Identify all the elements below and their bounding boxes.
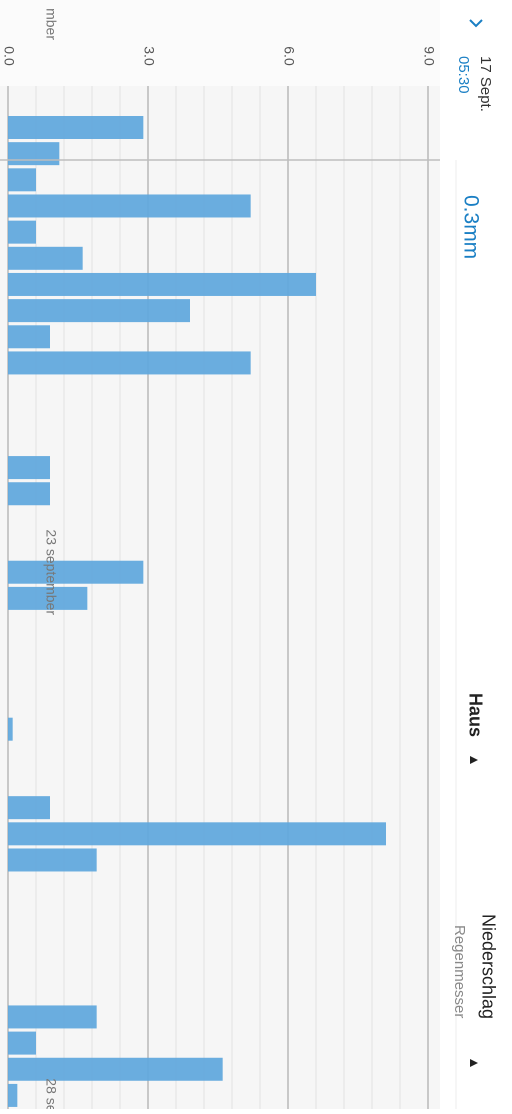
bar <box>8 482 50 506</box>
x-tick-label: 23 september <box>43 529 59 615</box>
bar <box>8 560 144 584</box>
bar <box>8 796 50 820</box>
header <box>440 0 512 1109</box>
bar <box>8 220 36 244</box>
bar <box>8 299 190 323</box>
bar <box>8 116 144 139</box>
bar <box>8 1031 36 1055</box>
sensor-type: Regenmesser <box>451 925 468 1018</box>
sensor[interactable]: Niederschlag <box>478 914 498 1019</box>
bar <box>8 246 83 270</box>
bar <box>8 1083 18 1107</box>
bar <box>8 168 36 192</box>
y-tick-label: 0.0 <box>1 46 17 66</box>
x-tick-label: 28 se <box>43 1078 59 1109</box>
bar <box>8 1005 97 1029</box>
y-tick-label: 3.0 <box>141 46 157 66</box>
bar <box>8 586 88 610</box>
dropdown-arrow <box>470 1059 478 1067</box>
bar <box>8 142 60 166</box>
bar <box>8 325 50 349</box>
time: 05:30 <box>455 56 472 94</box>
bar <box>8 272 316 296</box>
axis-band <box>0 0 440 86</box>
location-selector[interactable]: Haus <box>465 693 485 764</box>
time-label: 17 Sept. <box>477 56 494 112</box>
bar <box>8 717 13 741</box>
dropdown-arrow <box>470 756 478 764</box>
location[interactable]: Haus <box>465 693 485 737</box>
x-tick-label: mber <box>43 8 59 40</box>
bar <box>8 822 386 846</box>
bar <box>8 1057 223 1081</box>
y-tick-label: 9.0 <box>421 46 437 66</box>
chart-background <box>0 0 440 1109</box>
bar <box>8 351 251 375</box>
bar <box>8 456 50 480</box>
sensor-selector[interactable]: Niederschlag Regenmesser <box>451 914 498 1067</box>
bar <box>8 194 251 218</box>
plot: 0.0 3.0 6.0 9.0 23 september 28 se mber <box>1 8 437 1113</box>
bar <box>8 848 97 872</box>
y-tick-label: 6.0 <box>281 46 297 66</box>
back-button[interactable] <box>469 19 483 28</box>
value-readout: 0.3mm <box>459 195 482 259</box>
